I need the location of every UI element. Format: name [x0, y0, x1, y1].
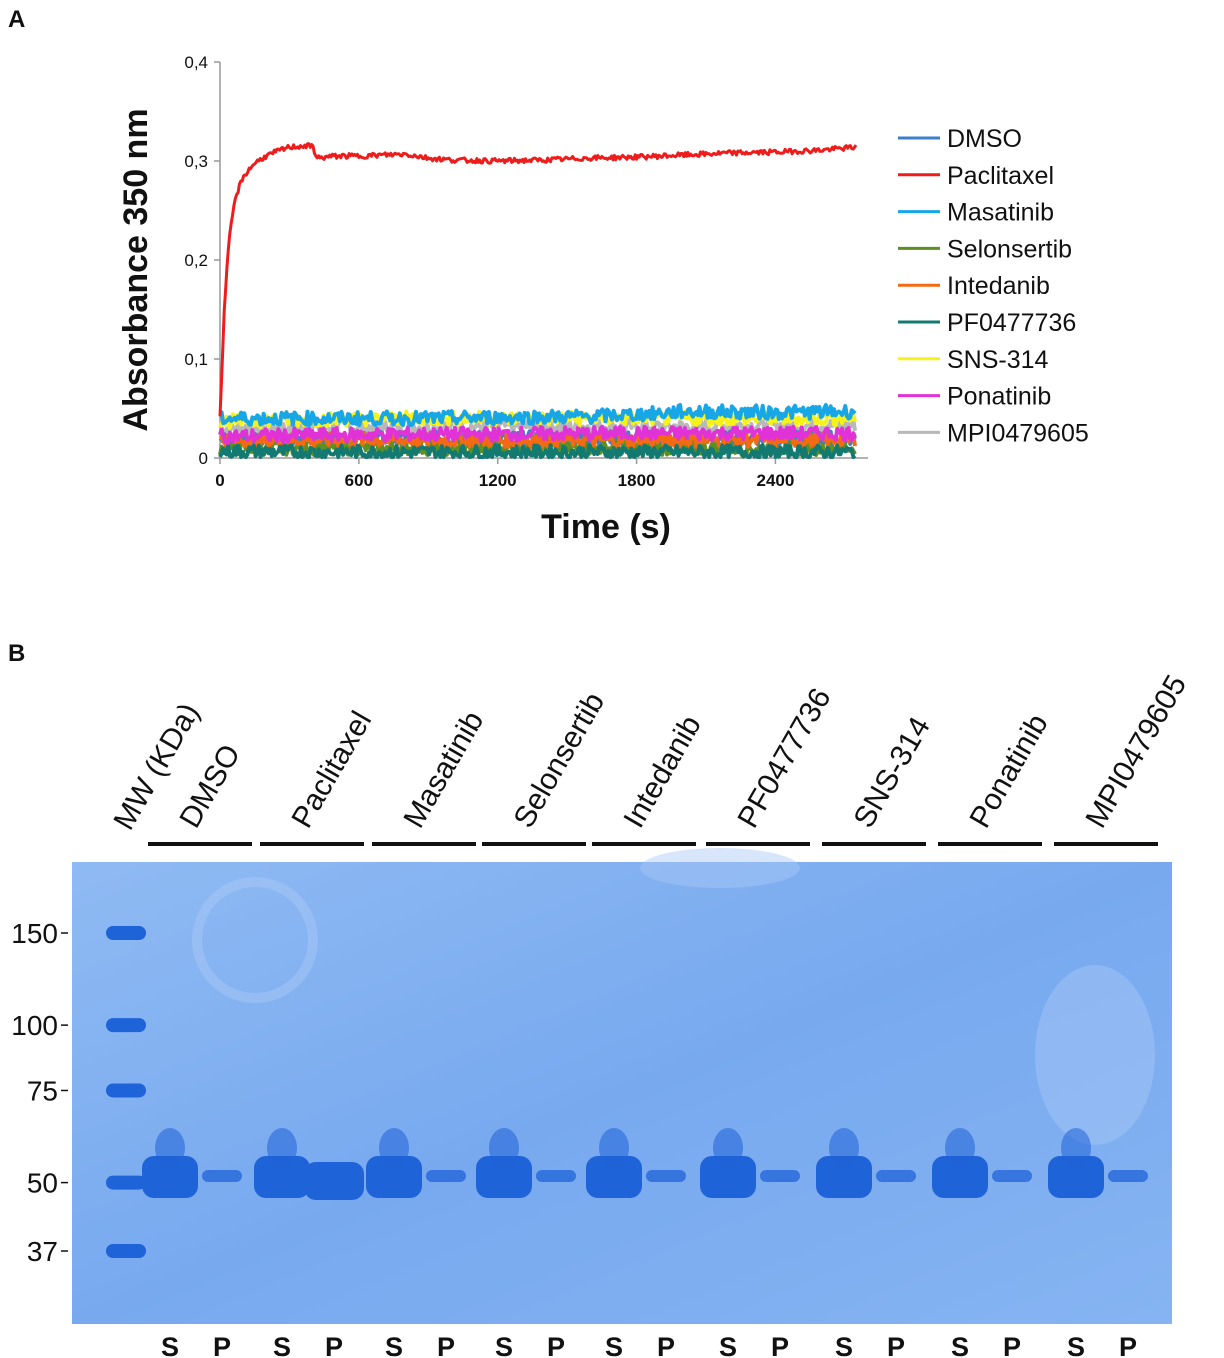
- ladder-band-100: [106, 1018, 146, 1033]
- lane-label-s-masatinib: S: [385, 1332, 403, 1358]
- treatment-label-paclitaxel: Paclitaxel: [285, 706, 378, 834]
- lane-label-p-mpi0479605: P: [1119, 1332, 1137, 1358]
- ladder-band-150: [106, 926, 146, 940]
- series-line-masatinib: [219, 403, 857, 428]
- treatment-label-dmso: DMSO: [173, 739, 247, 833]
- panel-a-letter: A: [8, 6, 26, 33]
- band-supernatant-ponatinib: [932, 1156, 988, 1198]
- band-pellet-masatinib: [426, 1170, 466, 1182]
- band-pellet-pf0477736: [760, 1170, 800, 1182]
- band-smear-pf0477736: [713, 1128, 743, 1168]
- lane-label-s-pf0477736: S: [719, 1332, 737, 1358]
- panel-b-letter: B: [8, 640, 26, 667]
- band-supernatant-dmso: [142, 1156, 198, 1198]
- gel-body: [72, 862, 1172, 1324]
- legend-label-mpi0479605: MPI0479605: [947, 419, 1089, 447]
- treatment-label-selonsertib: Selonsertib: [507, 687, 611, 833]
- gel-artifact: [192, 877, 318, 1003]
- y-tick-label: 0,4: [184, 53, 208, 72]
- treatment-label-masatinib: Masatinib: [397, 706, 490, 834]
- series-line-ponatinib: [218, 424, 857, 445]
- mw-marker-label-50: 50: [27, 1168, 58, 1199]
- lane-label-s-paclitaxel: S: [273, 1332, 291, 1358]
- band-pellet-selonsertib: [536, 1170, 576, 1182]
- legend-label-pf0477736: PF0477736: [947, 309, 1076, 337]
- lane-label-p-pf0477736: P: [771, 1332, 789, 1358]
- legend-label-ponatinib: Ponatinib: [947, 383, 1051, 411]
- legend-label-paclitaxel: Paclitaxel: [947, 162, 1054, 190]
- band-pellet-dmso: [202, 1170, 242, 1182]
- band-supernatant-sns-314: [816, 1156, 872, 1198]
- x-tick-label: 0: [215, 471, 224, 490]
- band-smear-paclitaxel: [267, 1128, 297, 1168]
- y-axis-label: Absorbance 350 nm: [117, 108, 155, 431]
- band-supernatant-intedanib: [586, 1156, 642, 1198]
- mw-marker-label-37: 37: [27, 1236, 58, 1267]
- lane-label-p-dmso: P: [213, 1332, 231, 1358]
- lane-label-p-intedanib: P: [657, 1332, 675, 1358]
- y-tick-label: 0,3: [184, 152, 208, 171]
- lane-label-s-intedanib: S: [605, 1332, 623, 1358]
- ladder-band-37: [106, 1244, 146, 1258]
- gel-artifact: [1035, 965, 1155, 1145]
- band-smear-ponatinib: [945, 1128, 975, 1168]
- band-pellet-sns-314: [876, 1170, 916, 1182]
- band-pellet-intedanib: [646, 1170, 686, 1182]
- lane-label-p-sns-314: P: [887, 1332, 905, 1358]
- x-tick-label: 2400: [757, 471, 795, 490]
- x-tick-label: 1200: [479, 471, 517, 490]
- sds-page-gel-figure: MW (KDa)DMSO Paclitaxel Masatinib Selonsert…: [11, 670, 1193, 1358]
- legend-label-selonsertib: Selonsertib: [947, 235, 1072, 263]
- absorbance-chart: 0 0,1 0,2 0,3 0,4 0 600 1200 1800 2400 DMSO Paclit…: [117, 53, 1089, 546]
- y-tick-label: 0,1: [184, 350, 208, 369]
- x-tick-label: 600: [345, 471, 373, 490]
- band-pellet-mpi0479605: [1108, 1170, 1148, 1182]
- lane-label-s-ponatinib: S: [951, 1332, 969, 1358]
- band-pellet-ponatinib: [992, 1170, 1032, 1182]
- lane-label-s-mpi0479605: S: [1067, 1332, 1085, 1358]
- band-smear-sns-314: [829, 1128, 859, 1168]
- treatment-label-pf0477736: PF0477736: [731, 683, 837, 834]
- legend-label-masatinib: Masatinib: [947, 199, 1054, 227]
- band-supernatant-mpi0479605: [1048, 1156, 1104, 1198]
- band-pellet-paclitaxel: [304, 1162, 364, 1200]
- band-supernatant-pf0477736: [700, 1156, 756, 1198]
- series-line-pf0477736: [218, 443, 857, 459]
- band-smear-masatinib: [379, 1128, 409, 1168]
- lane-label-p-masatinib: P: [437, 1332, 455, 1358]
- y-tick-label: 0,2: [184, 251, 208, 270]
- band-smear-selonsertib: [489, 1128, 519, 1168]
- ladder-band-50: [106, 1175, 146, 1190]
- treatment-label-mpi0479605: MPI0479605: [1079, 670, 1193, 834]
- x-tick-label: 1800: [618, 471, 656, 490]
- lane-label-p-selonsertib: P: [547, 1332, 565, 1358]
- treatment-label-sns-314: SNS-314: [847, 712, 936, 834]
- series-line-paclitaxel: [218, 142, 858, 417]
- legend-label-dmso: DMSO: [947, 125, 1022, 153]
- lane-label-s-selonsertib: S: [495, 1332, 513, 1358]
- band-smear-mpi0479605: [1061, 1128, 1091, 1168]
- gel-artifact: [640, 848, 800, 888]
- lane-label-p-ponatinib: P: [1003, 1332, 1021, 1358]
- legend-label-sns-314: SNS-314: [947, 346, 1049, 374]
- band-supernatant-masatinib: [366, 1156, 422, 1198]
- y-tick-label: 0: [199, 449, 208, 468]
- band-smear-dmso: [155, 1128, 185, 1168]
- mw-marker-label-100: 100: [11, 1010, 58, 1041]
- band-supernatant-selonsertib: [476, 1156, 532, 1198]
- lane-label-s-dmso: S: [161, 1332, 179, 1358]
- legend-label-intedanib: Intedanib: [947, 272, 1050, 300]
- lane-label-s-sns-314: S: [835, 1332, 853, 1358]
- ladder-band-75: [106, 1083, 146, 1098]
- band-supernatant-paclitaxel: [254, 1156, 310, 1198]
- treatment-label-intedanib: Intedanib: [617, 710, 707, 833]
- mw-marker-label-75: 75: [27, 1075, 58, 1106]
- band-smear-intedanib: [599, 1128, 629, 1168]
- x-axis-label: Time (s): [541, 508, 671, 546]
- mw-marker-label-150: 150: [11, 918, 58, 949]
- lane-label-p-paclitaxel: P: [325, 1332, 343, 1358]
- treatment-label-ponatinib: Ponatinib: [963, 709, 1054, 834]
